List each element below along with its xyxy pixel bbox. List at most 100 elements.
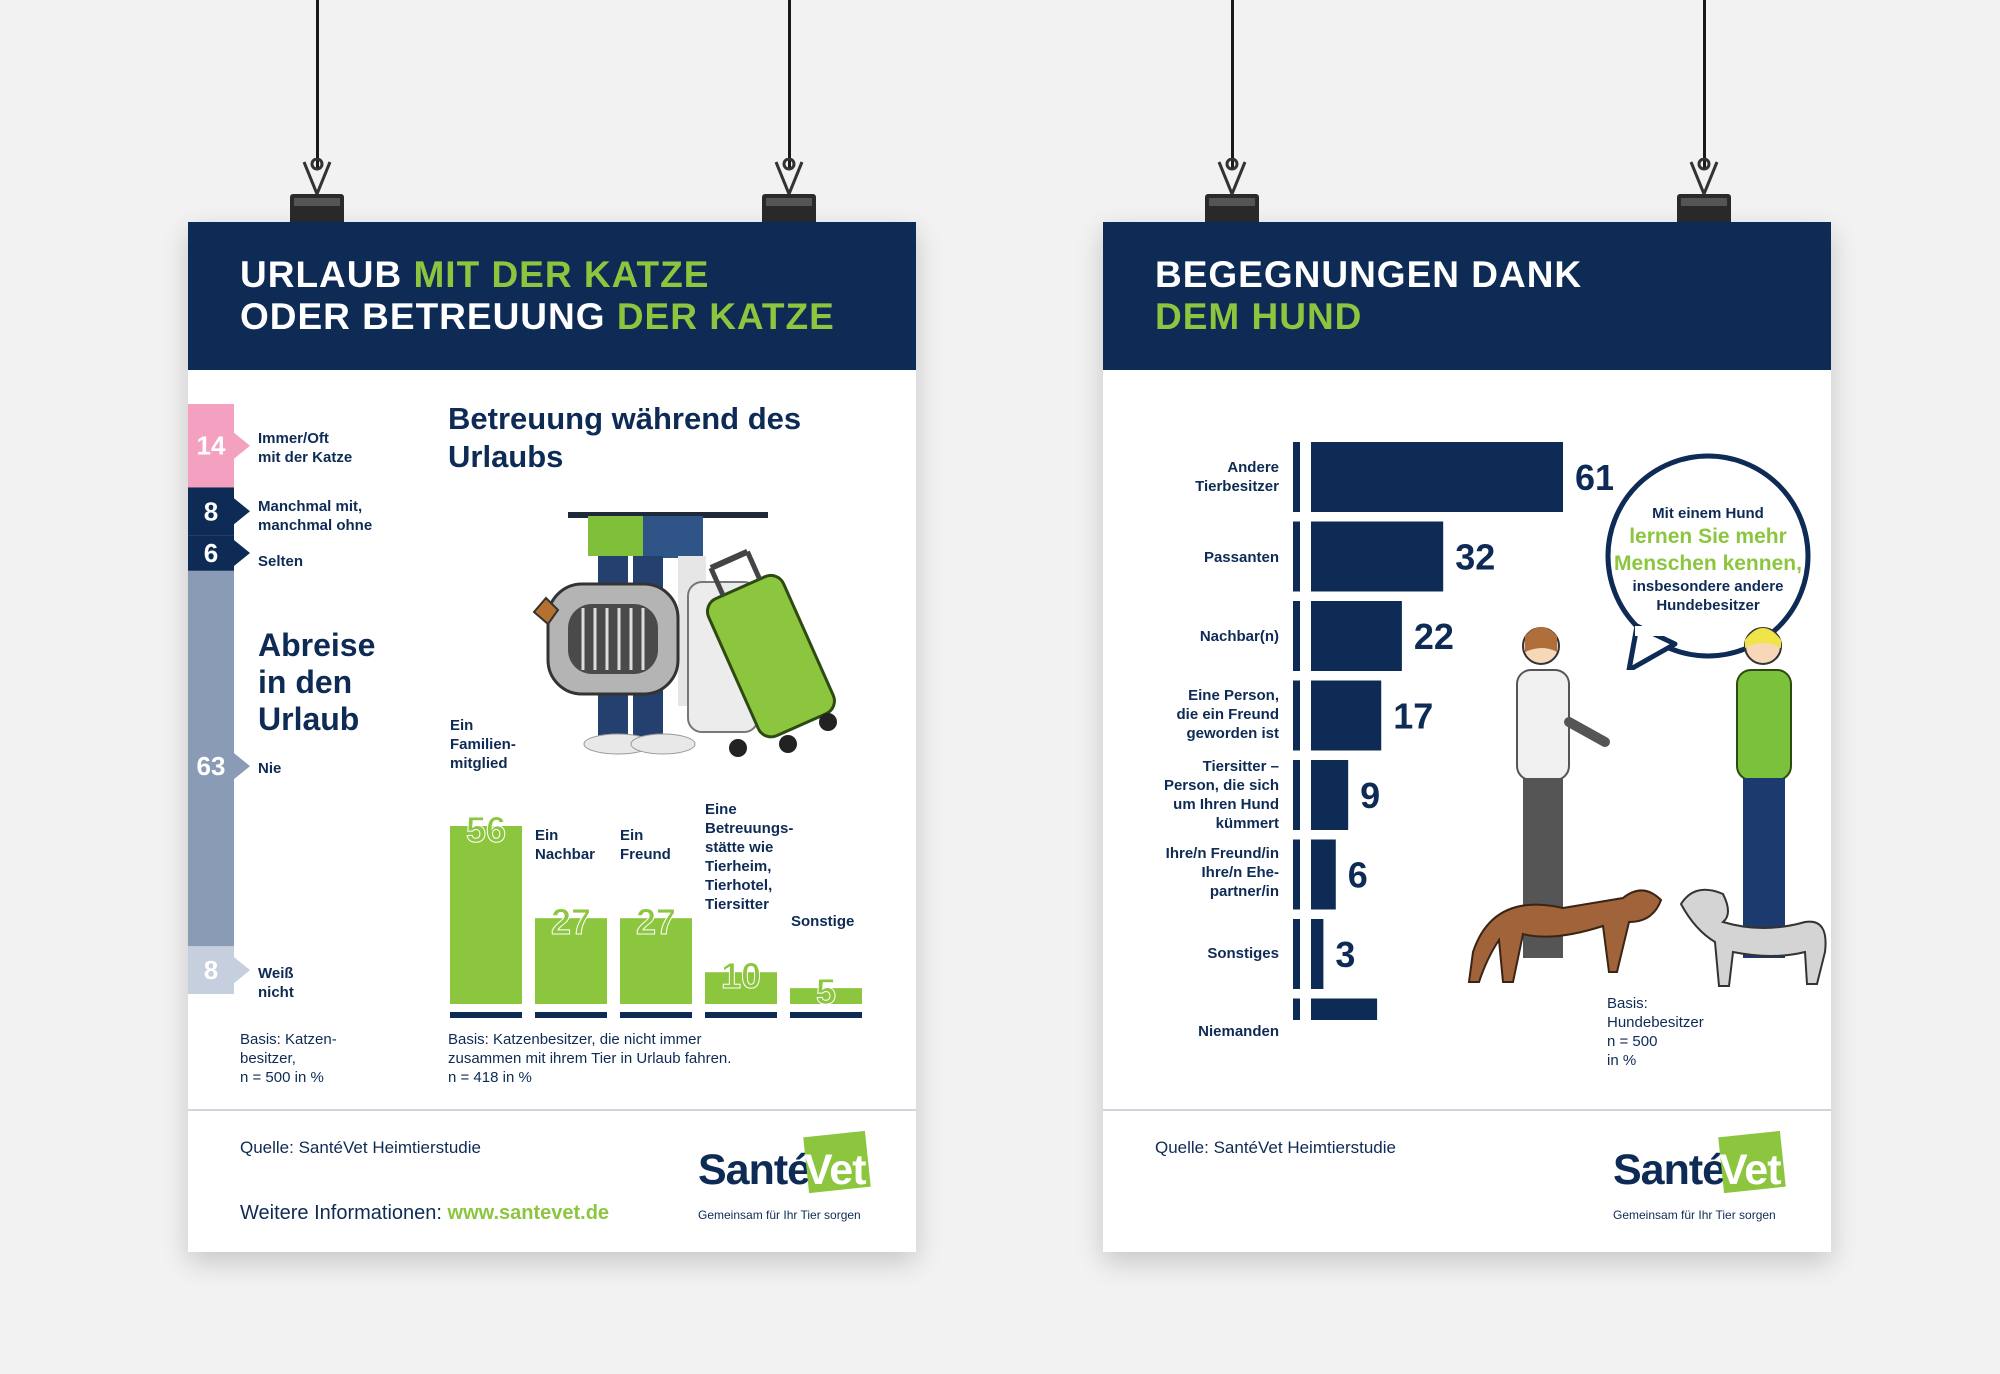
bars-basis-note: Basis: Katzenbesitzer, die nicht immer z… — [448, 1031, 732, 1086]
binder-clip-icon — [1677, 158, 1731, 228]
hbar-value: 17 — [1393, 696, 1433, 737]
stack-label-nie: Nie — [258, 760, 282, 777]
footer-divider — [188, 1109, 916, 1111]
hbar-axis-tick — [1293, 521, 1300, 592]
stack-label-selten: Selten — [258, 553, 304, 570]
care-bar-value: 10 — [721, 955, 761, 996]
poster-cat-vacation: URLAUB MIT DER KATZE ODER BETREUUNG DER … — [188, 222, 916, 1252]
hanging-wire — [316, 0, 319, 168]
stack-arrow — [234, 957, 250, 984]
care-bar-baseline — [705, 1012, 777, 1018]
hbar-label-nachbarn: Nachbar(n) — [1199, 628, 1279, 645]
care-bar-chart: 56 27 27 10 5 — [450, 809, 862, 1018]
hbar-label-sonstiges: Sonstiges — [1207, 945, 1279, 962]
more-info: Weitere Informationen: www.santevet.de — [240, 1202, 610, 1224]
bar-label-familie: Ein Familien-mitglied — [450, 717, 516, 772]
vacation-illustration — [532, 512, 837, 757]
poster-title-line1: BEGEGNUNGEN DANK — [1155, 254, 1583, 295]
hbar-value: 32 — [1455, 537, 1495, 578]
hanging-wire — [1231, 0, 1234, 168]
hbar-bar — [1311, 680, 1382, 751]
hbar-value: 9 — [1360, 775, 1380, 816]
stack-value-label: 14 — [197, 431, 226, 461]
hbar-axis-tick — [1293, 680, 1300, 751]
stack-value-label: 8 — [204, 496, 218, 526]
stack-segment — [188, 404, 234, 488]
hbar-label-person-freund: Eine Person, die ein Freund geworden ist — [1176, 687, 1279, 742]
hbar-value: 6 — [1348, 855, 1368, 896]
people-dogs-illustration — [1467, 627, 1827, 987]
stacked-bar-chart: 14 8 6 63 8 — [188, 404, 250, 994]
hbar-bar — [1311, 601, 1402, 671]
source-note: Quelle: SantéVet Heimtierstudie — [240, 1138, 481, 1157]
care-bar-baseline — [620, 1012, 692, 1018]
stack-value-label: 8 — [204, 955, 218, 985]
binder-clip-icon — [762, 158, 816, 228]
care-bar-baseline — [535, 1012, 607, 1018]
stack-basis-note: Basis: Katzen- besitzer, n = 500 in % — [240, 1031, 337, 1086]
care-bar-value: 5 — [816, 971, 836, 1012]
stack-segment — [188, 487, 234, 536]
hbar-axis-tick — [1293, 601, 1300, 671]
hbar-axis-tick — [1293, 839, 1300, 910]
hbar-axis-tick — [1293, 919, 1300, 989]
stack-segment — [188, 570, 234, 947]
hbar-value: 16 — [1389, 1014, 1429, 1021]
care-bar — [450, 826, 522, 1004]
care-bar — [620, 918, 692, 1004]
hbar-bar — [1311, 442, 1563, 512]
care-bar — [705, 972, 777, 1004]
bar-label-nachbar: Ein Nachbar — [535, 827, 596, 863]
bar-label-sonstige: Sonstige — [791, 913, 855, 930]
santevet-logo: Santé Vet Gemeinsam für Ihr Tier sorgen — [1613, 1130, 1803, 1234]
poster-title-line2: DEM HUND — [1155, 296, 1363, 337]
hanging-wire — [788, 0, 791, 168]
stack-label-manchmal: Manchmal mit, manchmal ohne — [258, 498, 373, 534]
hbar-bar — [1311, 760, 1349, 830]
hbar-label-tiersitter: Tiersitter – Person, die sich um Ihren Hun… — [1163, 758, 1279, 832]
santevet-logo: Santé Vet Gemeinsam für Ihr Tier sorgen — [698, 1130, 888, 1234]
stack-arrow — [234, 432, 250, 459]
care-bar — [790, 988, 862, 1004]
care-bar-value: 27 — [636, 901, 676, 942]
stack-value-label: 6 — [204, 538, 218, 568]
stack-arrow — [234, 498, 250, 525]
stack-label-immer: Immer/Oft mit der Katze — [258, 430, 353, 466]
binder-clip-icon — [290, 158, 344, 228]
hbar-value: 22 — [1414, 616, 1454, 657]
hbar-label-passanten: Passanten — [1203, 549, 1279, 566]
bars-subtitle: Betreuung während des Urlaubs — [448, 401, 802, 474]
binder-clip-icon — [1205, 158, 1259, 228]
source-note: Quelle: SantéVet Heimtierstudie — [1155, 1138, 1396, 1157]
poster-header: BEGEGNUNGEN DANK DEM HUND — [1103, 222, 1831, 370]
hbar-bar — [1311, 839, 1336, 910]
hbar-basis-note: Basis: Hundebesitzer n = 500 in % — [1607, 995, 1704, 1069]
stack-value-label: 63 — [197, 751, 226, 781]
poster-dog-encounters: BEGEGNUNGEN DANK DEM HUND 6132221796316 … — [1103, 222, 1831, 1252]
stack-label-weiss-nicht: Weiß nicht — [258, 965, 294, 1001]
hbar-value: 61 — [1575, 457, 1613, 498]
speech-bubble-text: Mit einem Hund lernen Sie mehr Menschen … — [1614, 505, 1802, 614]
hbar-bar — [1311, 998, 1378, 1020]
hbar-axis-tick — [1293, 998, 1300, 1020]
stack-arrow — [234, 539, 250, 566]
hanging-wire — [1703, 0, 1706, 168]
hbar-label-andere-tierbesitzer: Andere Tierbesitzer — [1195, 459, 1279, 495]
stack-segment — [188, 946, 234, 994]
stack-segment — [188, 535, 234, 571]
footer-divider — [1103, 1109, 1831, 1111]
care-bar-value: 56 — [466, 809, 506, 850]
care-bar — [535, 918, 607, 1004]
hbar-label-partner: Ihre/n Freund/in Ihre/n Ehe-partner/in — [1165, 845, 1279, 900]
care-bar-baseline — [450, 1012, 522, 1018]
hbar-bar — [1311, 521, 1444, 592]
hbar-value: 3 — [1335, 934, 1355, 975]
hbar-label-niemanden: Niemanden — [1198, 1023, 1279, 1040]
bar-label-betreuungsstaette: Eine Betreuungs-stätte wie Tierheim, Tierho… — [705, 801, 794, 913]
care-bar-baseline — [790, 1012, 862, 1018]
care-bar-value: 27 — [551, 901, 591, 942]
poster-title-line1: URLAUB MIT DER KATZE — [240, 254, 710, 295]
stack-section-title: Abreise in den Urlaub — [258, 627, 376, 737]
santevet-link[interactable]: www.santevet.de — [447, 1202, 610, 1224]
